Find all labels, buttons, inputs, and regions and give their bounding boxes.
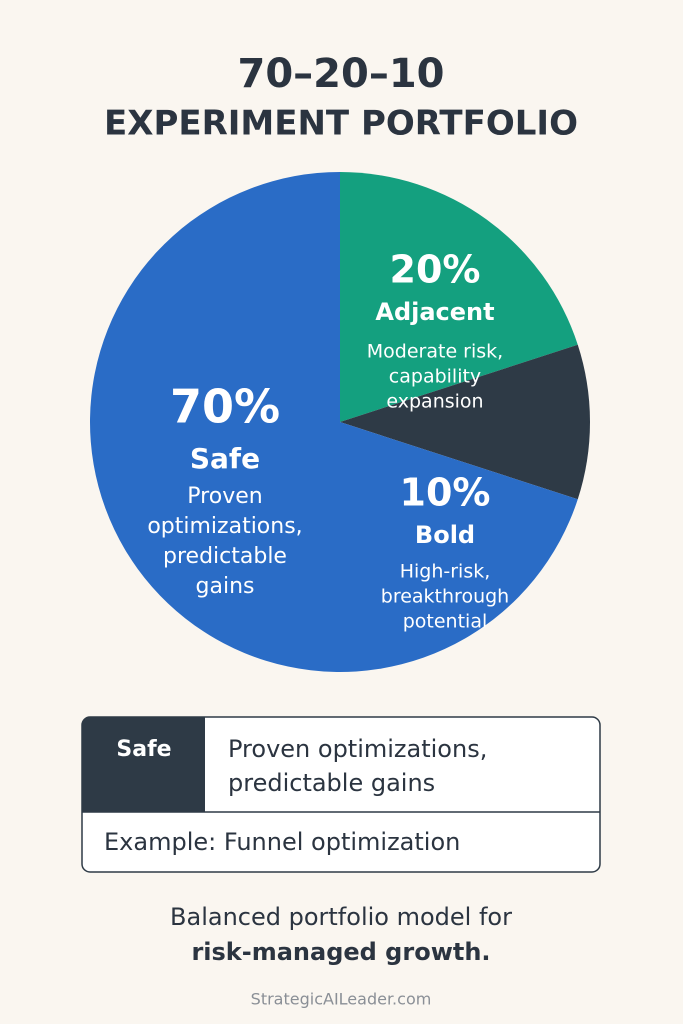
- table-label: Safe: [116, 737, 171, 762]
- pie-slice: [340, 344, 590, 500]
- site: StrategicAILeader.com: [251, 990, 432, 1009]
- slice-description: expansion: [386, 391, 483, 413]
- slice-value-label: 20%: [390, 248, 481, 292]
- slice-name: Safe: [190, 442, 260, 475]
- tagline: risk-managed growth.: [191, 938, 490, 966]
- pie: [90, 172, 590, 672]
- chart-title: 70–20–10: [238, 51, 445, 97]
- pie-slice: [90, 172, 578, 672]
- slice-description: optimizations,: [147, 514, 302, 539]
- chart-subtitle: EXPERIMENT PORTFOLIO: [104, 104, 578, 144]
- table-label-cell: [82, 717, 205, 812]
- slice-description: Moderate risk,: [367, 341, 503, 363]
- slice-description: predictable: [163, 544, 287, 569]
- slice-name: Bold: [415, 521, 475, 549]
- table-example: Example: Funnel optimization: [104, 828, 460, 856]
- slice-description: High-risk,: [400, 561, 491, 583]
- slice-description: capability: [389, 366, 481, 388]
- slice-name: Adjacent: [375, 298, 494, 326]
- slice-description: breakthrough: [381, 586, 509, 608]
- pie-slice: [340, 172, 578, 422]
- table-description: predictable gains: [228, 769, 435, 797]
- slice-labels: 70% Safe Proven optimizations, predictable ga…: [147, 248, 509, 633]
- slice-value-label: 10%: [400, 471, 491, 515]
- tagline: Balanced portfolio model for: [170, 903, 512, 931]
- slice-description: Proven: [187, 484, 262, 509]
- slice-description: gains: [196, 574, 255, 599]
- slice-value-label: 70%: [170, 380, 280, 434]
- slice-description: potential: [403, 611, 488, 633]
- table-description: Proven optimizations,: [228, 735, 487, 763]
